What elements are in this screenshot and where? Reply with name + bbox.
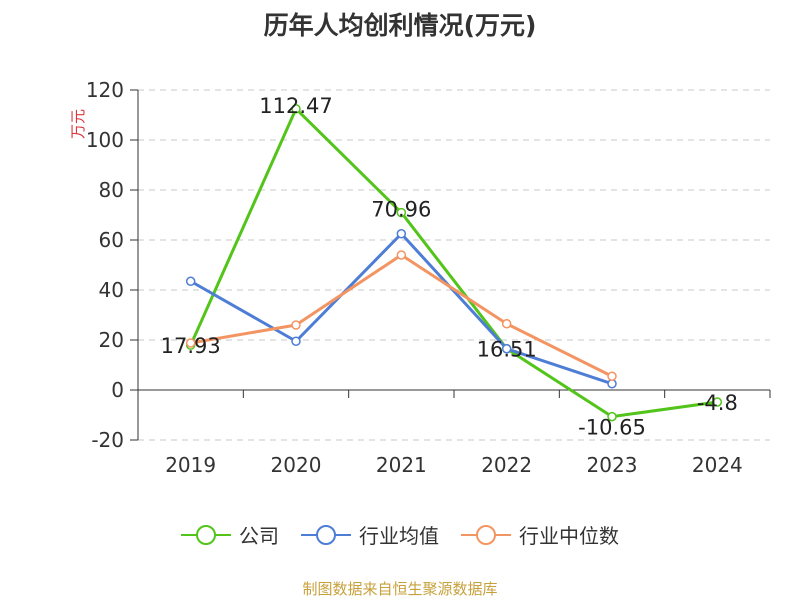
x-tick-label: 2024 — [692, 453, 743, 477]
data-source-footer: 制图数据来自恒生聚源数据库 — [302, 580, 498, 598]
data-point[interactable] — [291, 336, 301, 346]
data-point[interactable] — [396, 250, 407, 260]
legend-label-industry-avg: 行业均值 — [359, 524, 439, 548]
data-point[interactable] — [291, 320, 301, 330]
legend-label-industry-median: 行业中位数 — [519, 524, 619, 548]
y-tick-label: 60 — [99, 228, 124, 252]
y-tick-label: 100 — [86, 128, 124, 152]
y-axis-title: 万元 — [69, 109, 87, 139]
legend-item-industry-median[interactable]: 行业中位数 — [461, 520, 619, 549]
data-label: -4.8 — [697, 391, 738, 415]
data-point[interactable] — [396, 229, 407, 239]
x-tick-label: 2022 — [481, 453, 532, 477]
legend-label-company: 公司 — [239, 524, 279, 548]
legend-swatch-company-icon — [181, 524, 231, 545]
data-label: 17.93 — [161, 334, 221, 358]
y-tick-label: 80 — [99, 178, 124, 202]
data-point[interactable] — [291, 104, 301, 114]
data-point[interactable] — [712, 397, 723, 407]
legend-item-industry-avg[interactable]: 行业均值 — [301, 520, 439, 549]
data-point[interactable] — [607, 411, 617, 422]
data-label: 70.96 — [371, 198, 431, 222]
series-line-1 — [189, 107, 718, 419]
x-tick-label: 2019 — [165, 453, 216, 477]
chart-legend: 公司 行业均值 行业中位数 — [0, 520, 800, 549]
x-tick-label: 2023 — [587, 453, 638, 477]
data-label: 112.47 — [259, 94, 332, 118]
legend-swatch-industry-median-icon — [461, 524, 511, 545]
data-label: -10.65 — [578, 416, 646, 440]
x-tick-label: 2021 — [376, 453, 427, 477]
y-tick-label: 40 — [99, 278, 124, 302]
data-point[interactable] — [185, 338, 196, 348]
data-point[interactable] — [501, 344, 512, 354]
data-point[interactable] — [396, 207, 407, 218]
y-tick-label: 0 — [111, 378, 124, 402]
y-tick-label: -20 — [91, 428, 124, 452]
y-tick-label: 120 — [86, 78, 124, 102]
legend-swatch-industry-avg-icon — [301, 524, 351, 545]
chart-title: 历年人均创利情况(万元) — [263, 11, 537, 40]
data-point[interactable] — [607, 371, 617, 381]
y-tick-label: 20 — [99, 328, 124, 352]
legend-item-company[interactable]: 公司 — [181, 520, 279, 549]
data-point[interactable] — [501, 319, 512, 329]
x-tick-label: 2020 — [271, 453, 322, 477]
data-label: 16.51 — [477, 338, 537, 362]
data-point[interactable] — [185, 276, 196, 286]
